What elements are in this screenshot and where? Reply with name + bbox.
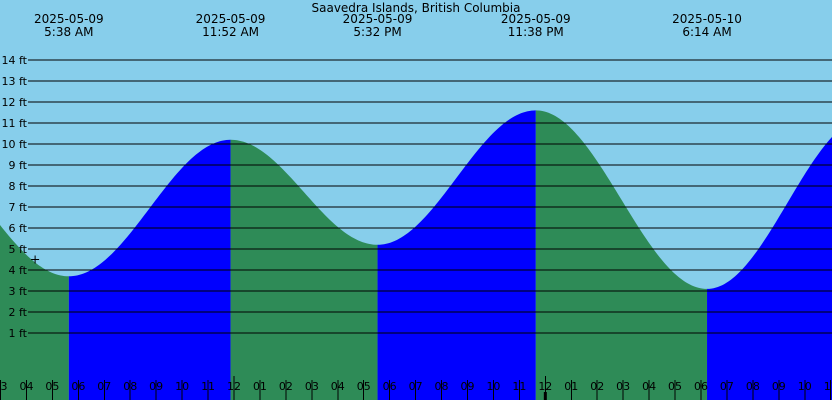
hour-tick-label: 11 xyxy=(824,380,832,393)
hour-tick-label: 08 xyxy=(435,380,449,393)
hour-tick-label: 05 xyxy=(45,380,59,393)
y-tick-label: 11 ft xyxy=(2,117,28,130)
hour-tick-label: 11 xyxy=(201,380,215,393)
hour-tick-label: 02 xyxy=(279,380,293,393)
hour-tick-label: 03 xyxy=(616,380,630,393)
rising-tide-area xyxy=(707,136,832,400)
hour-tick-label: 07 xyxy=(97,380,111,393)
hour-tick-label: 09 xyxy=(772,380,786,393)
extreme-date-label: 2025-05-09 xyxy=(343,12,413,26)
hour-tick-label: 02 xyxy=(590,380,604,393)
y-tick-label: 7 ft xyxy=(9,201,28,214)
x-axis-labels: 03 04 05 06 07 08 09 10 11 12 01 02 03 04 05 06 07 08 09 10… xyxy=(0,376,832,400)
hour-tick-label: 07 xyxy=(409,380,423,393)
extreme-date-label: 2025-05-09 xyxy=(501,12,571,26)
hour-tick-label: 10 xyxy=(175,380,189,393)
extreme-time-label: 6:14 AM xyxy=(682,25,731,39)
hour-tick-label: 06 xyxy=(71,380,85,393)
hour-tick-label: 12 xyxy=(538,380,552,393)
hour-tick-label: 04 xyxy=(331,380,345,393)
hour-tick-label: 04 xyxy=(642,380,656,393)
hour-tick-label: 05 xyxy=(668,380,682,393)
chart-title: Saavedra Islands, British Columbia xyxy=(312,1,521,15)
y-axis-labels: 1 ft 2 ft 3 ft 4 ft 5 ft 6 ft 7 ft 8 ft 9 ft 10 f… xyxy=(2,54,28,340)
hour-tick-label: 08 xyxy=(123,380,137,393)
hour-tick-label: 06 xyxy=(694,380,708,393)
hour-tick-label: 10 xyxy=(486,380,500,393)
y-tick-label: 2 ft xyxy=(9,306,28,319)
extreme-time-label: 5:38 AM xyxy=(44,25,93,39)
y-tick-label: 13 ft xyxy=(2,75,28,88)
y-tick-label: 3 ft xyxy=(9,285,28,298)
extreme-time-label: 11:38 PM xyxy=(508,25,564,39)
rising-tide-area xyxy=(377,110,536,400)
y-tick-label: 12 ft xyxy=(2,96,28,109)
midnight-marker xyxy=(543,392,547,400)
extreme-date-label: 2025-05-09 xyxy=(196,12,266,26)
hour-tick-label: 05 xyxy=(357,380,371,393)
y-tick-label: 8 ft xyxy=(9,180,28,193)
hour-tick-label: 03 xyxy=(305,380,319,393)
hour-tick-label: 08 xyxy=(746,380,760,393)
extreme-time-label: 11:52 AM xyxy=(202,25,259,39)
hour-tick-label: 10 xyxy=(798,380,812,393)
hour-tick-label: 03 xyxy=(0,380,8,393)
falling-tide-area xyxy=(535,110,708,400)
y-tick-label: 14 ft xyxy=(2,54,28,67)
current-time-marker xyxy=(31,255,40,264)
hour-tick-label: 04 xyxy=(19,380,33,393)
y-tick-label: 1 ft xyxy=(9,327,28,340)
y-tick-label: 5 ft xyxy=(9,243,28,256)
hour-tick-label: 11 xyxy=(512,380,526,393)
extreme-time-label: 5:32 PM xyxy=(353,25,401,39)
hour-tick-label: 12 xyxy=(227,380,241,393)
grid-lines xyxy=(28,59,832,334)
extreme-date-label: 2025-05-10 xyxy=(672,12,742,26)
y-tick-label: 9 ft xyxy=(9,159,28,172)
hour-tick-label: 01 xyxy=(564,380,578,393)
extreme-date-label: 2025-05-09 xyxy=(34,12,104,26)
hour-tick-label: 06 xyxy=(383,380,397,393)
hour-tick-label: 07 xyxy=(720,380,734,393)
y-tick-label: 6 ft xyxy=(9,222,28,235)
falling-tide-area xyxy=(0,225,69,400)
hour-tick-label: 09 xyxy=(149,380,163,393)
hour-tick-label: 01 xyxy=(253,380,267,393)
y-tick-label: 10 ft xyxy=(2,138,28,151)
hour-tick-label: 09 xyxy=(460,380,474,393)
y-tick-label: 4 ft xyxy=(9,264,28,277)
